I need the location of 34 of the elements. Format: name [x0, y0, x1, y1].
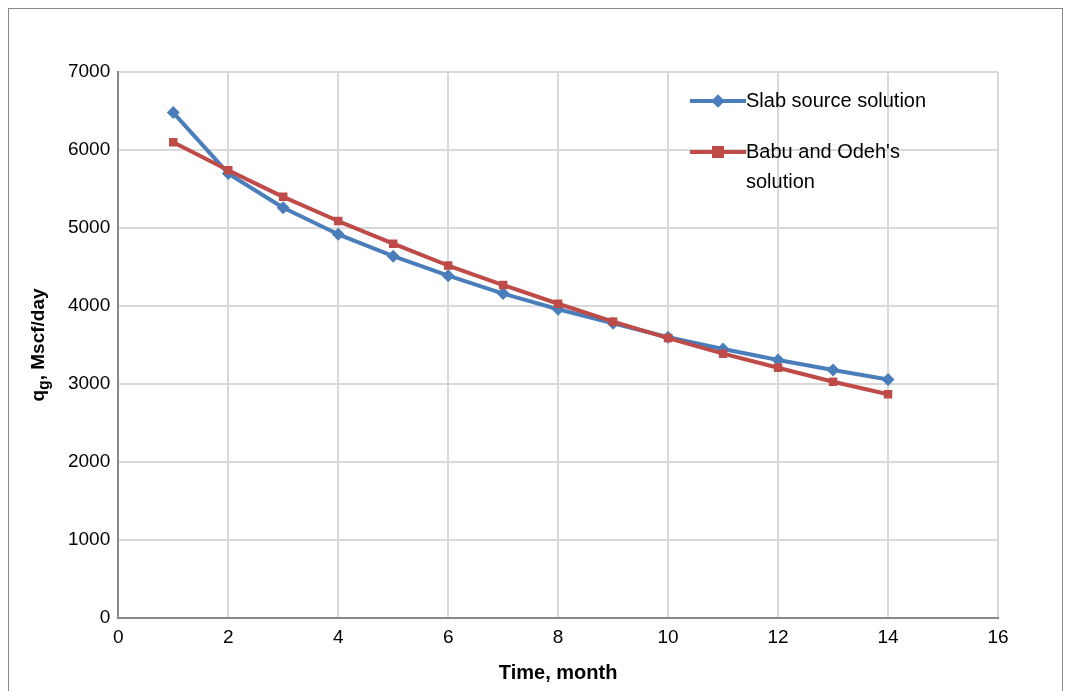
point — [826, 363, 840, 377]
y-tick-label: 4000 — [67, 294, 111, 316]
y-tick-label: 1000 — [67, 528, 111, 550]
x-tick-label: 12 — [767, 625, 789, 647]
point — [223, 166, 233, 175]
point — [443, 261, 453, 270]
x-tick-label: 10 — [657, 625, 679, 647]
y-tick-label: 6000 — [67, 138, 111, 160]
point — [441, 269, 455, 283]
point — [386, 249, 400, 263]
point — [718, 349, 728, 358]
x-tick-label: 6 — [442, 625, 454, 647]
x-tick-label: 16 — [987, 625, 1009, 647]
point — [496, 287, 510, 301]
point — [166, 106, 180, 120]
point — [608, 317, 618, 326]
y-tick-label: 5000 — [67, 216, 111, 238]
point — [276, 201, 290, 215]
x-tick-label: 2 — [222, 625, 234, 647]
x-tick-label: 4 — [332, 625, 344, 647]
x-tick-label: 8 — [552, 625, 564, 647]
point — [773, 363, 783, 372]
y-tick-label: 0 — [99, 606, 111, 628]
point — [331, 227, 345, 241]
y-tick-label: 3000 — [67, 372, 111, 394]
point — [883, 390, 893, 399]
y-tick-label: 2000 — [67, 450, 111, 472]
legend-label: Babu and Odeh's solution — [746, 139, 901, 194]
point — [388, 239, 398, 248]
legend-label: Slab source solution — [746, 88, 927, 113]
point — [881, 372, 895, 386]
y-tick-label: 7000 — [67, 60, 111, 82]
x-tick-label: 14 — [877, 625, 900, 647]
x-axis-title: Time, month — [498, 660, 618, 683]
